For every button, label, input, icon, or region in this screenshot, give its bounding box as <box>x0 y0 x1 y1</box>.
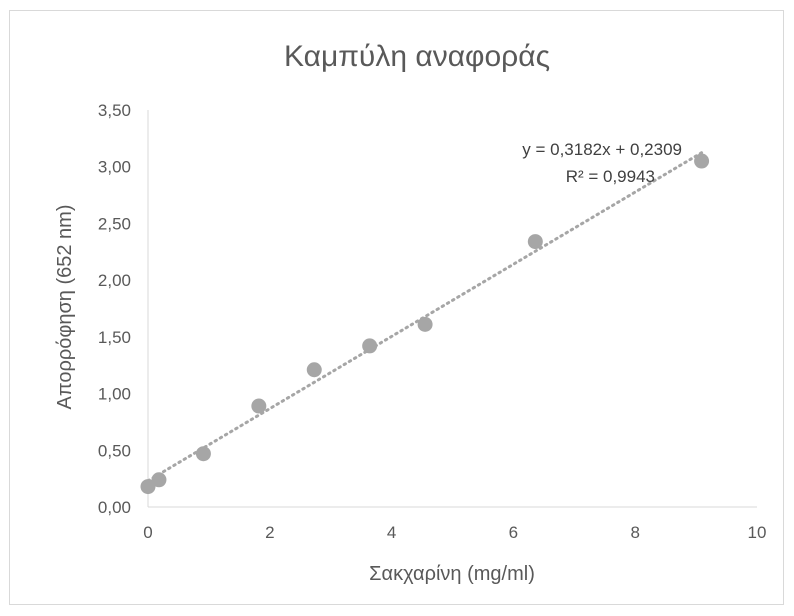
y-tick-label: 3,50 <box>98 101 131 120</box>
data-point <box>417 316 433 332</box>
data-point <box>140 479 156 495</box>
y-tick-label: 1,50 <box>98 328 131 347</box>
x-axis-title: Σακχαρίνη (mg/ml) <box>369 563 535 585</box>
data-point <box>195 446 211 462</box>
trendline-equation: y = 0,3182x + 0,2309 <box>522 140 682 159</box>
trendline <box>146 151 704 483</box>
chart-title: Καμπύλη αναφοράς <box>284 40 550 73</box>
y-tick-label: 0,50 <box>98 441 131 460</box>
data-point <box>694 153 710 169</box>
x-tick-label: 2 <box>265 523 274 542</box>
data-point <box>527 234 543 250</box>
x-tick-label: 0 <box>143 523 152 542</box>
data-point <box>151 472 167 488</box>
trendline-r-squared: R² = 0,9943 <box>566 167 655 186</box>
x-tick-label: 4 <box>387 523 396 542</box>
data-point <box>306 362 322 378</box>
data-point <box>251 398 267 414</box>
y-axis-ticks: 0,00 0,50 1,00 1,50 2,00 2,50 3,00 3,50 <box>98 101 131 517</box>
y-tick-label: 3,00 <box>98 158 131 177</box>
x-tick-label: 8 <box>630 523 639 542</box>
y-tick-label: 2,50 <box>98 214 131 233</box>
x-axis-ticks: 0 2 4 6 8 10 <box>143 523 766 542</box>
data-points <box>140 153 710 495</box>
y-tick-label: 1,00 <box>98 385 131 404</box>
x-tick-label: 6 <box>509 523 518 542</box>
y-tick-label: 0,00 <box>98 498 131 517</box>
y-tick-label: 2,00 <box>98 271 131 290</box>
chart-area <box>9 10 784 605</box>
y-axis-title: Απορρόφηση (652 nm) <box>54 205 76 410</box>
data-point <box>362 338 378 354</box>
x-tick-label: 10 <box>748 523 767 542</box>
